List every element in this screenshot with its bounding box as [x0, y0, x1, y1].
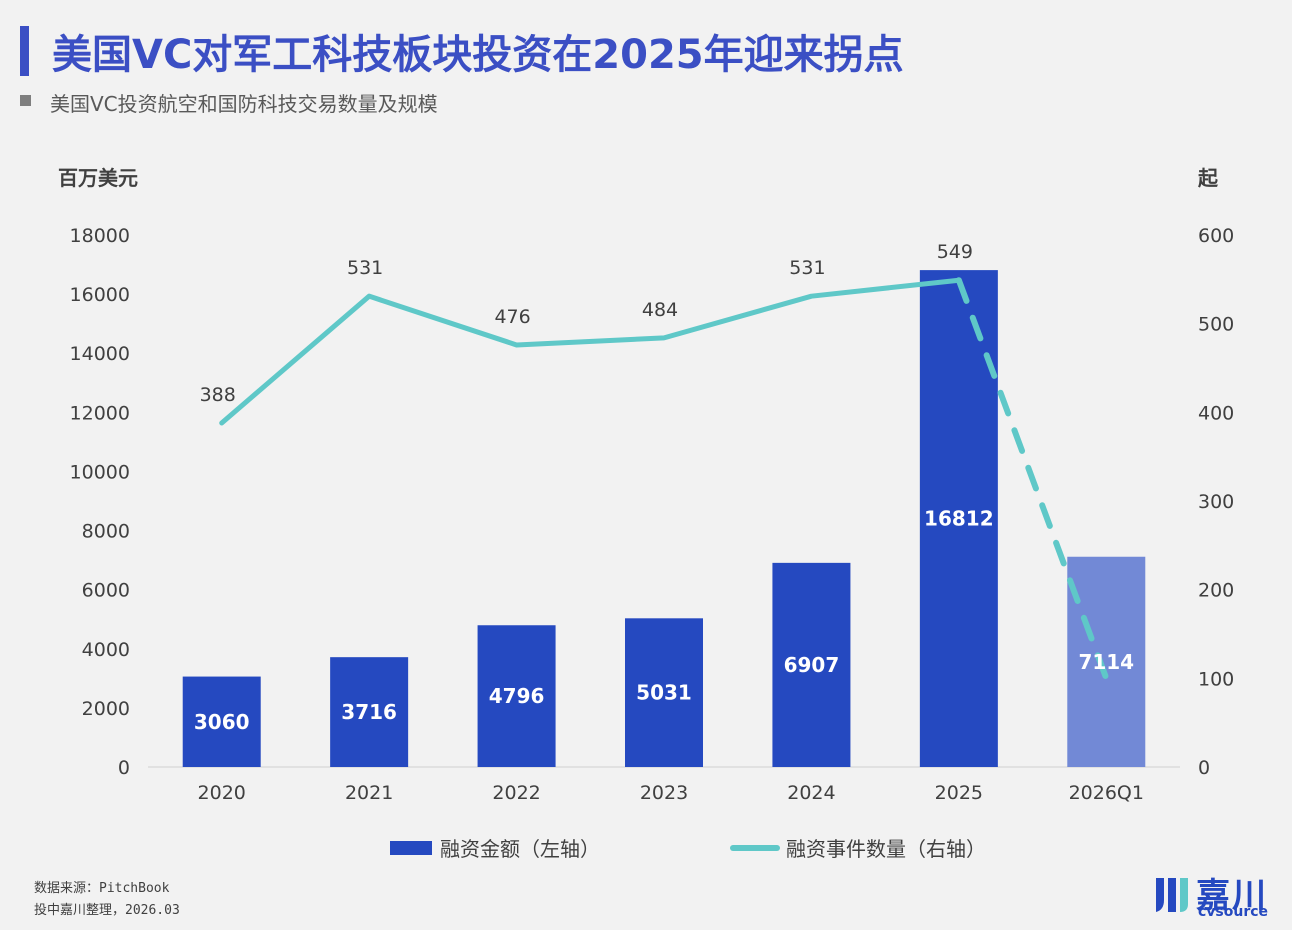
x-tick-label: 2020	[198, 782, 246, 804]
x-tick-label: 2022	[492, 782, 540, 804]
y-right-tick-label: 400	[1198, 402, 1234, 424]
line-value-label: 476	[494, 306, 530, 328]
bar-value-label: 4796	[489, 684, 545, 708]
bar-value-label: 5031	[636, 681, 692, 705]
y-right-tick-label: 300	[1198, 491, 1234, 513]
line-series	[219, 277, 962, 426]
legend-bar-swatch	[390, 840, 432, 855]
logo-text-cn: 嘉川	[1196, 876, 1268, 916]
y-right-tick-label: 200	[1198, 580, 1234, 602]
left-axis-unit: 百万美元	[58, 166, 138, 190]
y-left-tick-label: 8000	[82, 521, 130, 543]
line-value-label: 388	[200, 384, 236, 406]
line-value-label: 549	[937, 241, 973, 263]
logo-mark-icon	[1156, 878, 1188, 912]
x-tick-label: 2026Q1	[1069, 782, 1144, 804]
x-tick-label: 2023	[640, 782, 688, 804]
cvsource-logo: 嘉川 cvsource	[1152, 868, 1282, 924]
legend-bar-label: 融资金额（左轴）	[440, 837, 600, 861]
x-tick-label: 2025	[935, 782, 983, 804]
subtitle-marker	[20, 95, 31, 106]
y-left-tick-label: 14000	[70, 343, 130, 365]
y-right-tick-label: 0	[1198, 757, 1210, 779]
page-title: 美国VC对军工科技板块投资在2025年迎来拐点	[52, 32, 904, 78]
right-axis-unit: 起	[1198, 166, 1218, 190]
y-left-tick-label: 2000	[82, 698, 130, 720]
title-accent-bar	[20, 26, 29, 76]
y-left-tick-label: 4000	[82, 639, 130, 661]
y-left-tick-label: 16000	[70, 284, 130, 306]
legend-item-line: 融资事件数量（右轴）	[730, 833, 986, 862]
x-tick-label: 2021	[345, 782, 393, 804]
y-right-tick-label: 100	[1198, 668, 1234, 690]
y-left-tick-label: 0	[118, 757, 130, 779]
line-series-dashed-segment	[955, 277, 1110, 682]
y-right-tick-label: 600	[1198, 225, 1234, 247]
line-value-label: 531	[789, 257, 825, 279]
legend-line-swatch	[730, 844, 780, 851]
bar	[477, 625, 556, 767]
line-value-label: 531	[347, 257, 383, 279]
y-left-tick-label: 18000	[70, 225, 130, 247]
bar	[1067, 556, 1146, 767]
x-tick-label: 2024	[787, 782, 835, 804]
bar	[625, 618, 703, 767]
legend-item-bar: 融资金额（左轴）	[390, 833, 600, 862]
source-note: 数据来源：PitchBook	[34, 881, 170, 896]
line-value-label: 484	[642, 299, 678, 321]
y-right-tick-label: 500	[1198, 314, 1234, 336]
bar	[772, 562, 851, 767]
bar-value-label: 3060	[194, 710, 250, 734]
y-left-tick-label: 12000	[70, 402, 130, 424]
legend: 融资金额（左轴） 融资事件数量（右轴）	[0, 833, 1292, 863]
chart-subtitle: 美国VC投资航空和国防科技交易数量及规模	[50, 92, 438, 116]
y-left-tick-label: 6000	[82, 580, 130, 602]
y-left-tick-label: 10000	[70, 461, 130, 483]
bar	[182, 676, 261, 767]
legend-line-label: 融资事件数量（右轴）	[786, 837, 986, 861]
bar-value-label: 16812	[924, 507, 994, 531]
logo-text-en: cvsource	[1198, 904, 1269, 920]
bar-value-label: 7114	[1078, 650, 1134, 674]
bar-value-label: 3716	[341, 700, 397, 724]
bar-value-label: 6907	[784, 653, 840, 677]
compiled-note: 投中嘉川整理，2026.03	[34, 903, 180, 918]
footer: 数据来源：PitchBook 投中嘉川整理，2026.03	[34, 878, 180, 922]
bar	[330, 657, 409, 767]
